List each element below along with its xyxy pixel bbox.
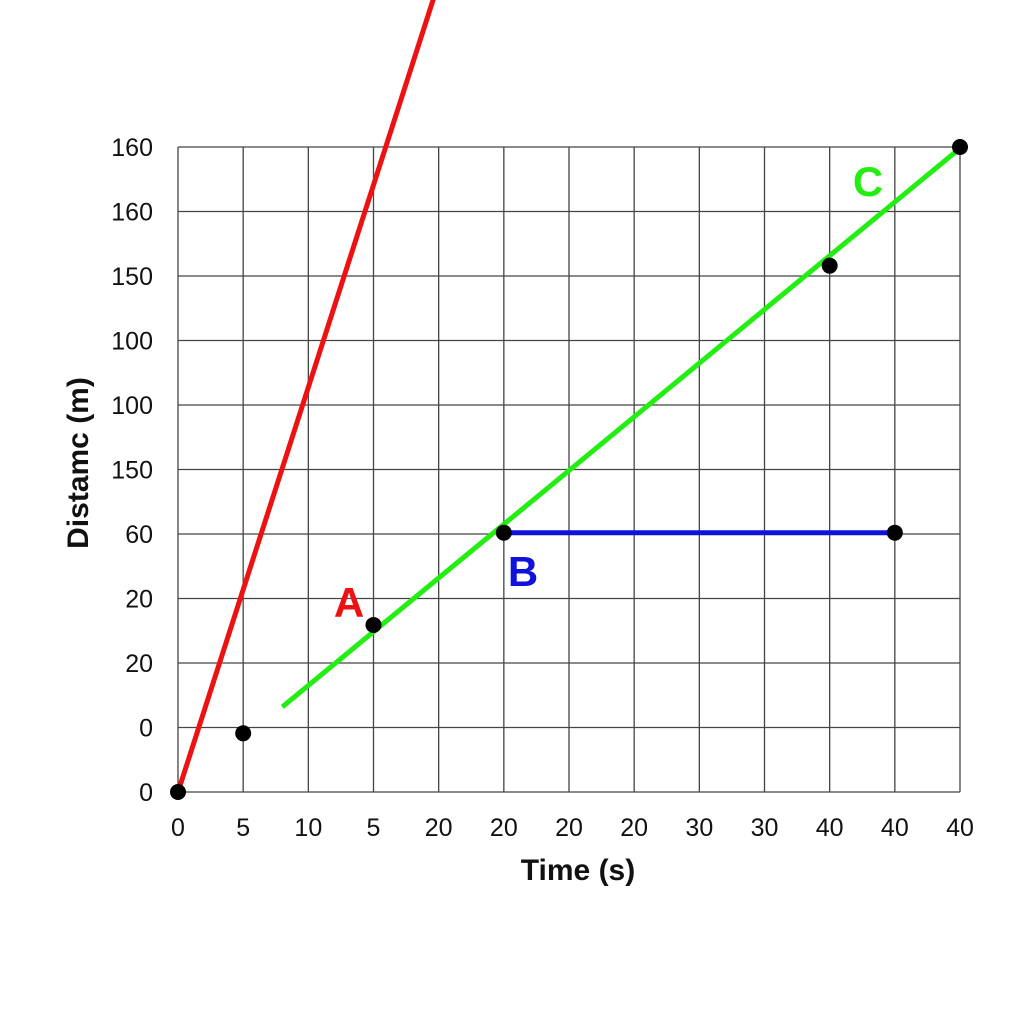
- series-label-a: A: [334, 579, 364, 626]
- series-line-a: [175, 0, 436, 793]
- y-tick-label: 150: [111, 457, 153, 485]
- y-tick-label: 150: [111, 263, 153, 291]
- y-tick-label: 20: [125, 650, 153, 678]
- x-tick-label: 30: [685, 814, 713, 842]
- x-tick-label: 20: [425, 814, 453, 842]
- series-labels: A B C: [334, 158, 883, 626]
- x-tick-label: 40: [816, 814, 844, 842]
- x-tick-label: 10: [294, 814, 322, 842]
- x-tick-label: 30: [751, 814, 779, 842]
- y-tick-label: 0: [139, 779, 153, 807]
- series-label-c: C: [853, 158, 883, 205]
- x-tick-label: 40: [946, 814, 974, 842]
- y-tick-label: 20: [125, 586, 153, 614]
- series-line-c: [280, 146, 962, 709]
- y-tick-label: 160: [111, 199, 153, 227]
- x-tick-label: 40: [881, 814, 909, 842]
- data-point: [495, 524, 512, 541]
- y-tick-label: 100: [111, 328, 153, 356]
- series-lines: [175, 0, 962, 793]
- data-point: [886, 524, 903, 541]
- x-tick-label: 5: [236, 814, 250, 842]
- y-tick-label: 160: [111, 134, 153, 162]
- x-tick-label: 5: [367, 814, 381, 842]
- y-axis-title: Distamc (m): [62, 377, 95, 549]
- data-point: [365, 616, 382, 633]
- x-tick-label: 20: [555, 814, 583, 842]
- data-point: [821, 257, 838, 274]
- x-tick-label: 20: [620, 814, 648, 842]
- data-point: [952, 139, 968, 155]
- series-label-b: B: [508, 548, 538, 595]
- y-axis-ticks: 0 0 20 20 60 150 100 100 150 160 160: [111, 134, 153, 807]
- data-point: [235, 725, 252, 742]
- x-tick-label: 20: [490, 814, 518, 842]
- data-points: [170, 139, 968, 800]
- y-tick-label: 100: [111, 392, 153, 420]
- x-axis-ticks: 0 5 10 5 20 20 20 20 30 30 40 40 40: [171, 814, 974, 842]
- y-tick-label: 60: [125, 521, 153, 549]
- data-point: [170, 784, 186, 800]
- x-tick-label: 0: [171, 814, 185, 842]
- y-tick-label: 0: [139, 715, 153, 743]
- x-axis-title: Time (s): [521, 854, 635, 887]
